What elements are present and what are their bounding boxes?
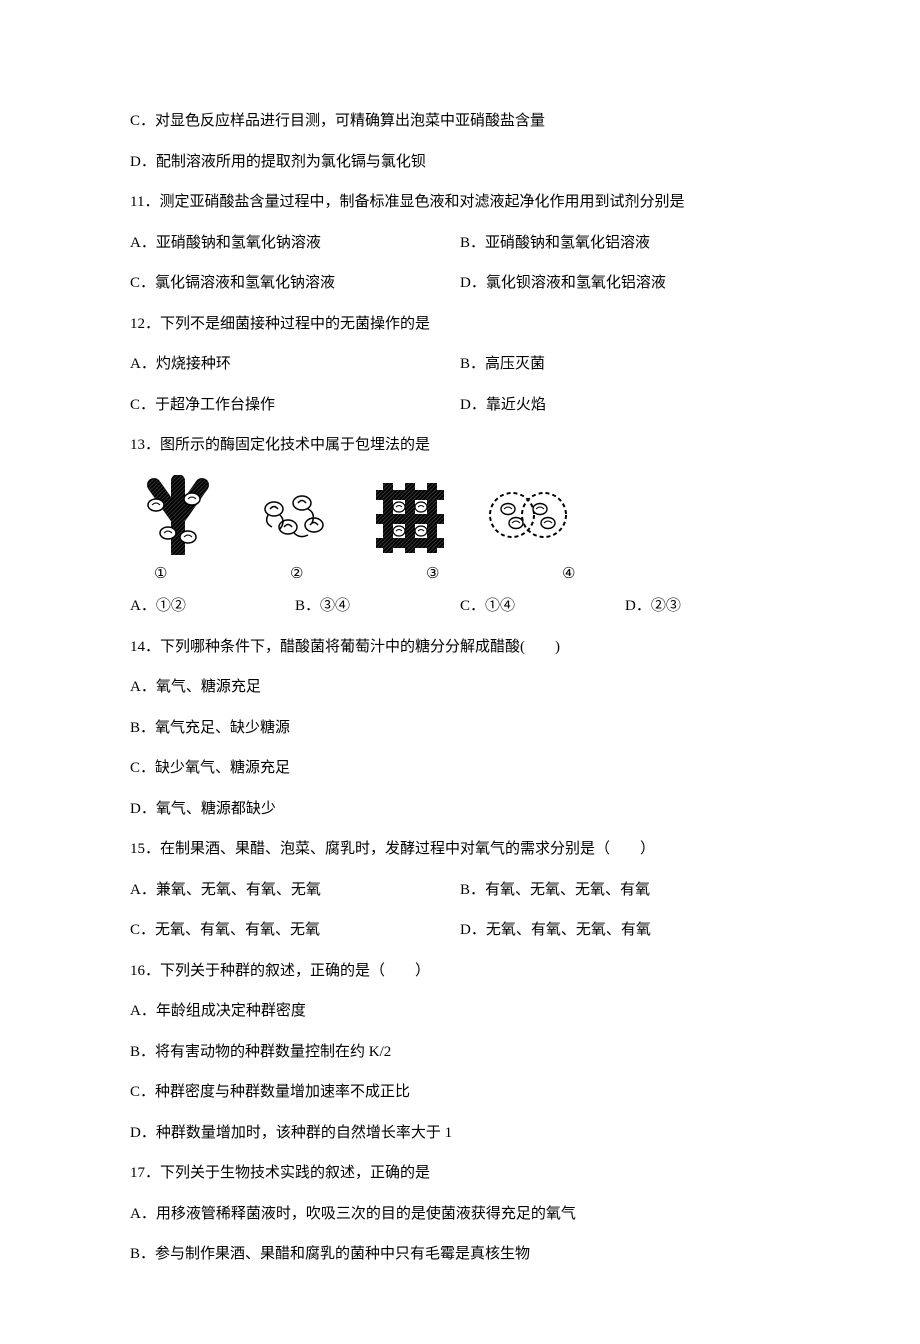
q16-option-b: B．将有害动物的种群数量控制在约 K/2 (130, 1041, 790, 1064)
q13-label-1: ① (134, 563, 270, 586)
q13-diagram-3 (366, 475, 454, 555)
q14-option-b: B．氧气充足、缺少糖源 (130, 717, 790, 740)
q11-option-c: C．氯化镉溶液和氢氧化钠溶液 (130, 272, 460, 295)
q14-option-d: D．氧气、糖源都缺少 (130, 798, 790, 821)
q17-option-a: A．用移液管稀释菌液时，吹吸三次的目的是使菌液获得充足的氧气 (130, 1203, 790, 1226)
q10-option-c: C．对显色反应样品进行目测，可精确算出泡菜中亚硝酸盐含量 (130, 110, 790, 133)
q13-diagram-4 (482, 475, 570, 555)
q13-diagram-2 (250, 475, 338, 555)
q14-option-c: C．缺少氧气、糖源充足 (130, 757, 790, 780)
q13-option-d: D．②③ (625, 595, 790, 618)
q12-option-b: B．高压灭菌 (460, 353, 790, 376)
q15-option-c: C．无氧、有氧、有氧、无氧 (130, 919, 460, 942)
q15-option-b: B．有氧、无氧、无氧、有氧 (460, 879, 790, 902)
q12-option-a: A．灼烧接种环 (130, 353, 460, 376)
q15-options-row1: A．兼氧、无氧、有氧、无氧 B．有氧、无氧、无氧、有氧 (130, 879, 790, 902)
q15-option-d: D．无氧、有氧、无氧、有氧 (460, 919, 790, 942)
q15-options-row2: C．无氧、有氧、有氧、无氧 D．无氧、有氧、无氧、有氧 (130, 919, 790, 942)
q16-option-c: C．种群密度与种群数量增加速率不成正比 (130, 1081, 790, 1104)
q15-option-a: A．兼氧、无氧、有氧、无氧 (130, 879, 460, 902)
q11-option-d: D．氯化钡溶液和氢氧化铝溶液 (460, 272, 790, 295)
q13-figure: ① ② ③ ④ (130, 475, 790, 586)
q13-option-a: A．①② (130, 595, 295, 618)
q11-stem: 11．测定亚硝酸盐含量过程中，制备标准显色液和对滤液起净化作用用到试剂分别是 (130, 191, 790, 214)
q13-stem: 13．图所示的酶固定化技术中属于包埋法的是 (130, 434, 790, 457)
q13-diagram-1 (134, 475, 222, 555)
q11-options-row2: C．氯化镉溶液和氢氧化钠溶液 D．氯化钡溶液和氢氧化铝溶液 (130, 272, 790, 295)
q13-options: A．①② B．③④ C．①④ D．②③ (130, 595, 790, 618)
q12-options-row2: C．于超净工作台操作 D．靠近火焰 (130, 394, 790, 417)
q13-label-3: ③ (406, 563, 542, 586)
q11-option-a: A．亚硝酸钠和氢氧化钠溶液 (130, 232, 460, 255)
q13-label-2: ② (270, 563, 406, 586)
q14-stem: 14．下列哪种条件下，醋酸菌将葡萄汁中的糖分分解成醋酸( ) (130, 636, 790, 659)
q16-option-a: A．年龄组成决定种群密度 (130, 1000, 790, 1023)
q11-options-row1: A．亚硝酸钠和氢氧化钠溶液 B．亚硝酸钠和氢氧化铝溶液 (130, 232, 790, 255)
q16-option-d: D．种群数量增加时，该种群的自然增长率大于 1 (130, 1122, 790, 1145)
q13-option-b: B．③④ (295, 595, 460, 618)
q14-option-a: A．氧气、糖源充足 (130, 676, 790, 699)
q13-label-4: ④ (542, 563, 678, 586)
q11-option-b: B．亚硝酸钠和氢氧化铝溶液 (460, 232, 790, 255)
q12-stem: 12．下列不是细菌接种过程中的无菌操作的是 (130, 313, 790, 336)
q12-option-d: D．靠近火焰 (460, 394, 790, 417)
q15-stem: 15．在制果酒、果醋、泡菜、腐乳时，发酵过程中对氧气的需求分别是（ ） (130, 838, 790, 861)
q13-option-c: C．①④ (460, 595, 625, 618)
q12-options-row1: A．灼烧接种环 B．高压灭菌 (130, 353, 790, 376)
q17-stem: 17．下列关于生物技术实践的叙述，正确的是 (130, 1162, 790, 1185)
q16-stem: 16．下列关于种群的叙述，正确的是（ ） (130, 960, 790, 983)
q17-option-b: B．参与制作果酒、果醋和腐乳的菌种中只有毛霉是真核生物 (130, 1243, 790, 1266)
q10-option-d: D．配制溶液所用的提取剂为氯化镉与氯化钡 (130, 151, 790, 174)
q12-option-c: C．于超净工作台操作 (130, 394, 460, 417)
